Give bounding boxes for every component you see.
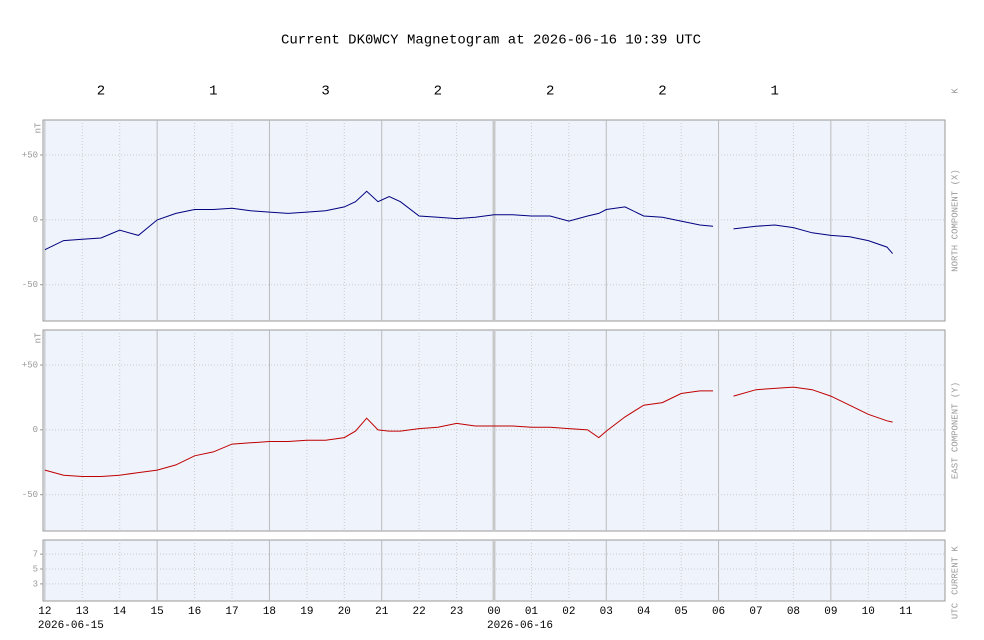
- k-index: 2: [97, 84, 105, 100]
- data-line: [44, 190, 893, 254]
- x-tick-label: 04: [637, 606, 651, 618]
- k-index: 1: [209, 84, 217, 100]
- y-tick-label: -50: [22, 490, 38, 500]
- data-line: [44, 386, 893, 477]
- x-tick-label: 00: [487, 606, 500, 618]
- y-tick-label: 0: [33, 215, 38, 225]
- y-tick-label: 7: [33, 550, 38, 560]
- x-tick-label: 20: [338, 606, 351, 618]
- date-label: 2026-06-15: [38, 620, 104, 632]
- x-tick-label: 07: [749, 606, 762, 618]
- panel-label: CURRENT K: [950, 546, 960, 595]
- x-tick-label: 17: [225, 606, 238, 618]
- y-tick-label: +50: [22, 360, 38, 370]
- y-tick-label: 3: [33, 579, 38, 589]
- x-tick-label: 14: [113, 606, 127, 618]
- panel-label: EAST COMPONENT (Y): [950, 382, 960, 479]
- y-tick-label: -50: [22, 280, 38, 290]
- x-tick-label: 01: [525, 606, 539, 618]
- x-tick-label: 05: [675, 606, 688, 618]
- x-tick-label: 11: [899, 606, 913, 618]
- x-tick-label: 08: [787, 606, 800, 618]
- x-tick-label: 12: [38, 606, 51, 618]
- x-tick-label: 03: [600, 606, 613, 618]
- x-tick-label: 16: [188, 606, 201, 618]
- x-tick-label: 13: [76, 606, 89, 618]
- k-index: 3: [321, 84, 329, 100]
- title: Current DK0WCY Magnetogram at 2026-06-16…: [281, 33, 701, 49]
- y-tick-label: 5: [33, 564, 38, 574]
- x-tick-label: 02: [562, 606, 575, 618]
- x-tick-label: 10: [862, 606, 875, 618]
- x-axis-label: UTC: [950, 602, 960, 619]
- unit-label: nT: [33, 122, 43, 133]
- unit-label: nT: [33, 332, 43, 343]
- y-tick-label: 0: [33, 425, 38, 435]
- x-tick-label: 06: [712, 606, 725, 618]
- k-index: 2: [546, 84, 554, 100]
- x-tick-label: 18: [263, 606, 276, 618]
- panel-label: NORTH COMPONENT (X): [950, 169, 960, 272]
- x-tick-label: 09: [824, 606, 837, 618]
- k-index: 1: [771, 84, 779, 100]
- x-tick-label: 19: [300, 606, 313, 618]
- k-index: 2: [434, 84, 442, 100]
- k-row-label: K: [950, 88, 960, 94]
- y-tick-label: +50: [22, 150, 38, 160]
- x-tick-label: 15: [151, 606, 164, 618]
- x-tick-label: 21: [375, 606, 389, 618]
- x-tick-label: 23: [450, 606, 463, 618]
- k-index: 2: [658, 84, 666, 100]
- x-tick-label: 22: [413, 606, 426, 618]
- date-label: 2026-06-16: [487, 620, 553, 632]
